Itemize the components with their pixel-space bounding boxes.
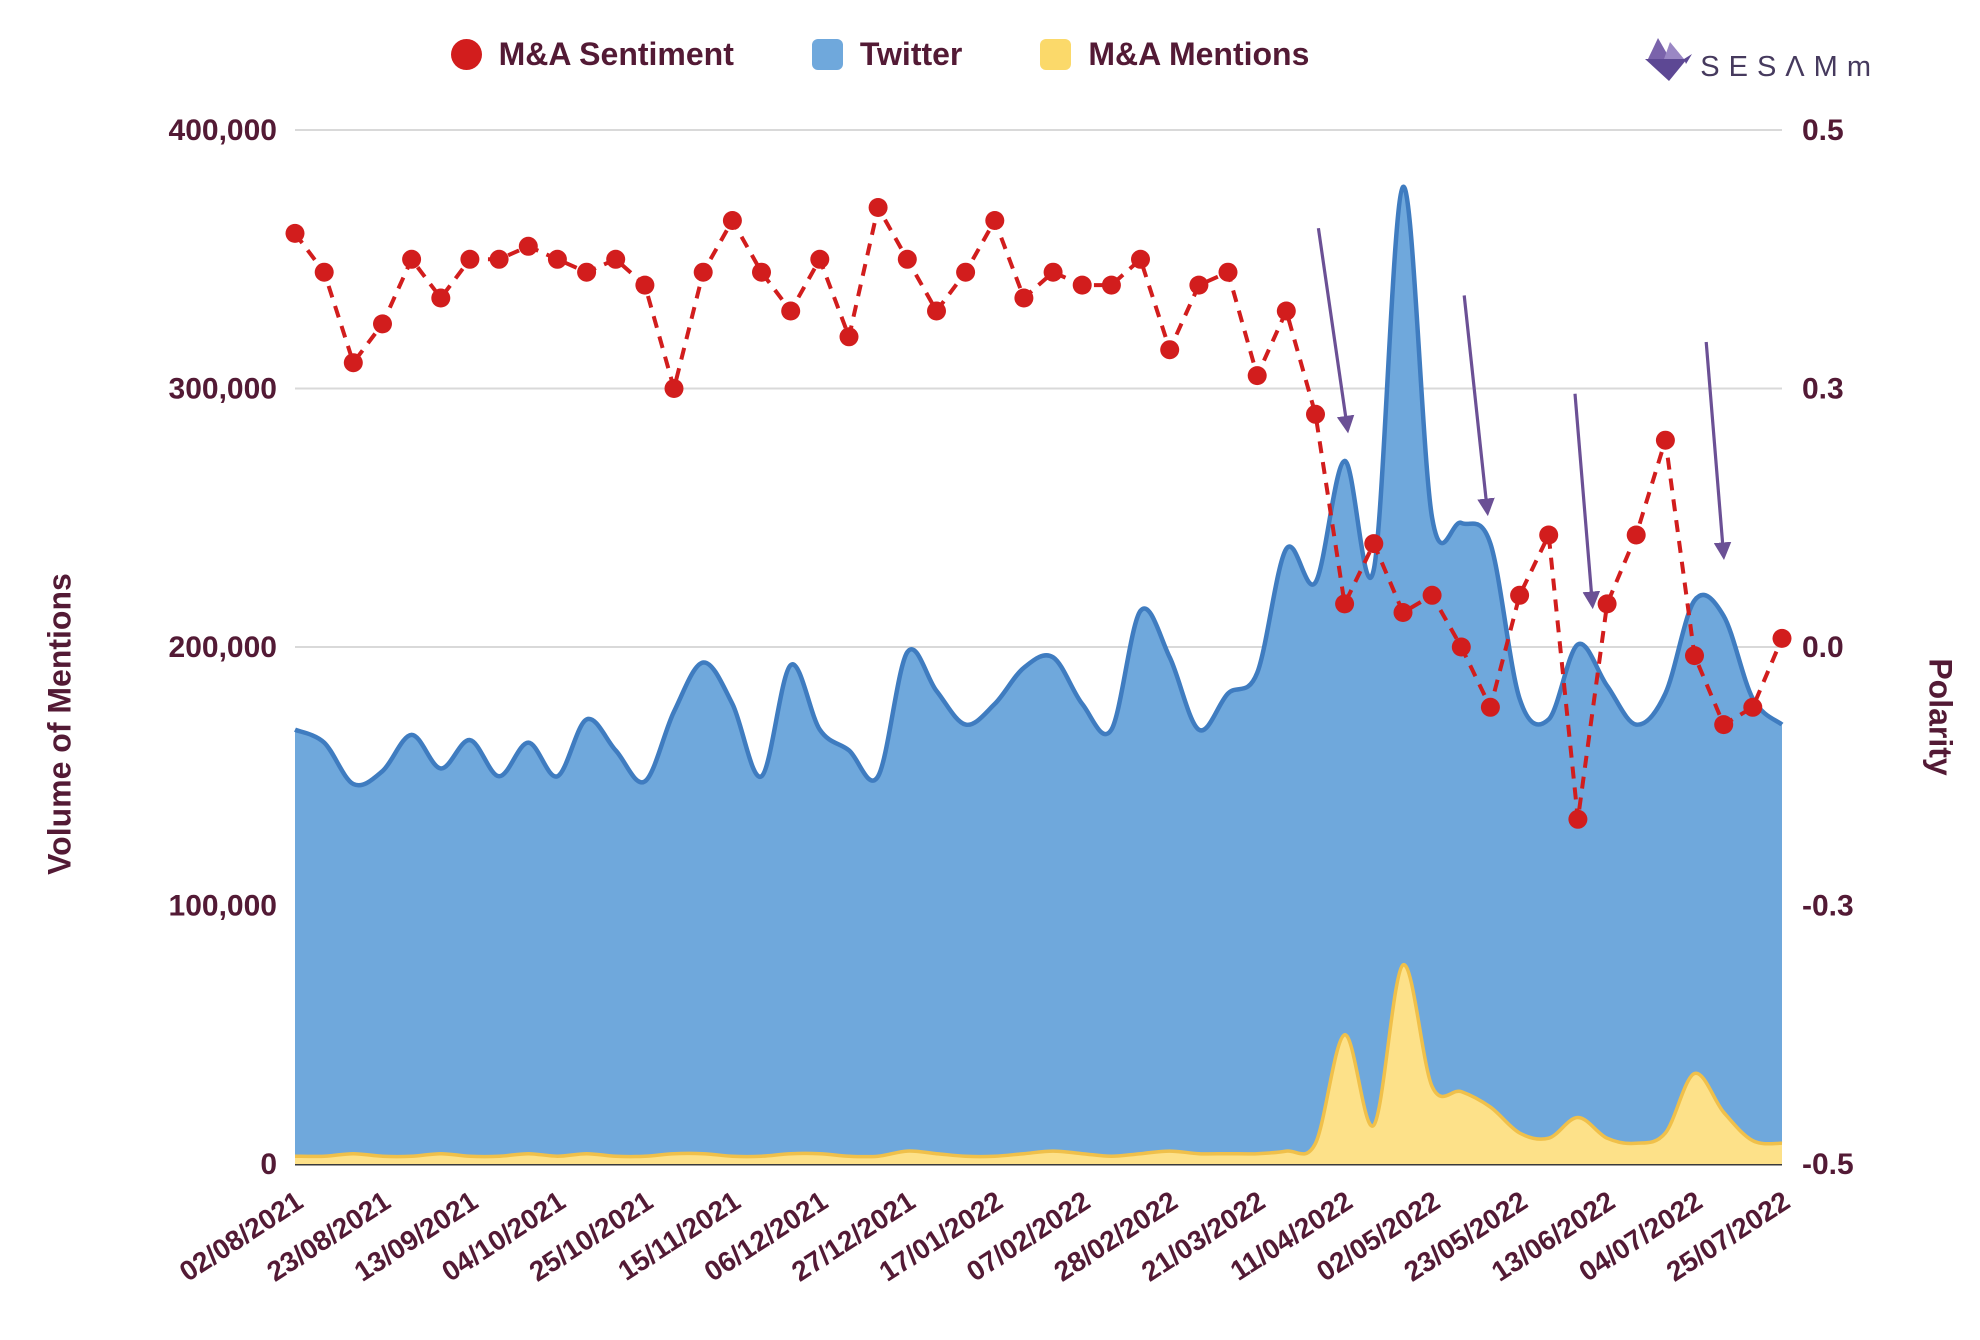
right-axis-title: Polarity — [1922, 658, 1959, 776]
ma-sentiment-swatch-icon — [450, 39, 482, 70]
y-left-tick-label: 100,000 — [169, 890, 277, 923]
sentiment-dot — [1014, 288, 1034, 308]
sentiment-dot — [752, 262, 771, 282]
sentiment-dot — [927, 301, 946, 321]
sentiment-dot — [1510, 585, 1530, 605]
sentiment-dot — [1480, 697, 1500, 717]
sentiment-dot — [810, 249, 830, 269]
sentiment-dot — [1072, 275, 1092, 295]
y-right-tick-label: -0.3 — [1802, 890, 1854, 923]
sentiment-dot — [1539, 525, 1559, 545]
sentiment-dot — [1422, 585, 1442, 605]
annotation-arrow — [1704, 341, 1732, 561]
y-right-tick-label: -0.5 — [1802, 1148, 1854, 1181]
sentiment-dot — [460, 249, 480, 269]
sentiment-dot — [343, 353, 363, 373]
sentiment-dot — [985, 211, 1005, 230]
sesamm-logo-text: SESΛMm — [1700, 51, 1880, 83]
sentiment-dot — [1160, 340, 1180, 360]
legend-item-ma-mentions: M&A Mentions — [1040, 36, 1309, 73]
y-right-tick-label: 0.5 — [1802, 114, 1844, 147]
sentiment-dot — [781, 301, 801, 321]
y-left-tick-label: 200,000 — [169, 631, 277, 664]
sentiment-dot — [577, 262, 597, 282]
sentiment-dot — [1131, 249, 1150, 269]
sentiment-dot — [1101, 275, 1121, 295]
sentiment-dot — [897, 249, 917, 269]
sentiment-dot — [314, 262, 334, 282]
sentiment-dot — [1597, 594, 1617, 614]
area-outline-m-a-mentions — [294, 963, 1783, 1159]
y-right-tick-label: 0.0 — [1802, 631, 1844, 664]
annotation-arrow — [1462, 295, 1495, 517]
area-m-a-mentions — [295, 964, 1782, 1164]
sentiment-dot — [547, 249, 567, 269]
sentiment-dot — [693, 262, 713, 282]
sentiment-dot — [518, 236, 538, 256]
legend-label-twitter: Twitter — [859, 36, 963, 72]
sentiment-dot — [1655, 430, 1675, 450]
sentiment-dot — [1451, 637, 1471, 657]
sentiment-dot — [1364, 534, 1384, 554]
sentiment-dot — [606, 249, 626, 269]
sentiment-dot — [1714, 715, 1734, 735]
legend-item-twitter: Twitter — [811, 36, 963, 73]
area-outline-twitter — [294, 184, 1784, 788]
y-left-tick-label: 300,000 — [169, 373, 277, 406]
legend-item-ma-sentiment: M&A Sentiment — [450, 36, 734, 73]
sentiment-dot — [489, 249, 509, 269]
sentiment-dot — [373, 314, 392, 334]
sentiment-dot — [1568, 809, 1588, 829]
sesamm-logo: SESΛMm — [1640, 38, 1880, 84]
y-right-tick-label: 0.3 — [1802, 373, 1844, 406]
annotation-arrow — [1573, 393, 1601, 610]
sentiment-dot — [1335, 594, 1355, 614]
sentiment-dot — [1276, 301, 1296, 321]
ma-mentions-swatch-icon — [1040, 39, 1072, 70]
annotation-arrow — [1316, 227, 1355, 434]
sentiment-line — [293, 201, 1784, 820]
y-left-tick-label: 400,000 — [169, 114, 277, 147]
sentiment-dot — [1772, 628, 1792, 648]
sentiment-dot — [868, 198, 888, 217]
sentiment-dot — [956, 262, 976, 282]
sentiment-dot — [722, 211, 742, 230]
sesamm-logo-icon — [1645, 38, 1693, 81]
sentiment-dot — [402, 249, 422, 269]
sentiment-dot — [285, 223, 305, 243]
sentiment-dot — [1306, 404, 1325, 424]
sentiment-dot — [635, 275, 655, 295]
left-axis-title: Volume of Mentions — [41, 573, 78, 875]
sentiment-dot — [1043, 262, 1063, 282]
legend-label-ma-mentions: M&A Mentions — [1088, 36, 1310, 72]
sentiment-dot — [1189, 275, 1209, 295]
sentiment-dot — [1685, 646, 1704, 666]
sentiment-dot — [431, 288, 451, 308]
area-twitter — [295, 186, 1782, 1164]
sentiment-dot — [839, 327, 859, 347]
y-left-tick-label: 0 — [260, 1148, 277, 1181]
twitter-swatch-icon — [811, 39, 843, 70]
legend-label-ma-sentiment: M&A Sentiment — [498, 36, 734, 72]
chart-legend: M&A Sentiment Twitter M&A Mentions — [0, 36, 1760, 73]
sentiment-dot — [1393, 603, 1413, 622]
sentiment-dot — [664, 379, 684, 398]
sentiment-dot — [1247, 366, 1267, 386]
sentiment-dot — [1743, 697, 1763, 717]
sentiment-dot — [1218, 262, 1238, 282]
sentiment-dot — [1626, 525, 1646, 545]
